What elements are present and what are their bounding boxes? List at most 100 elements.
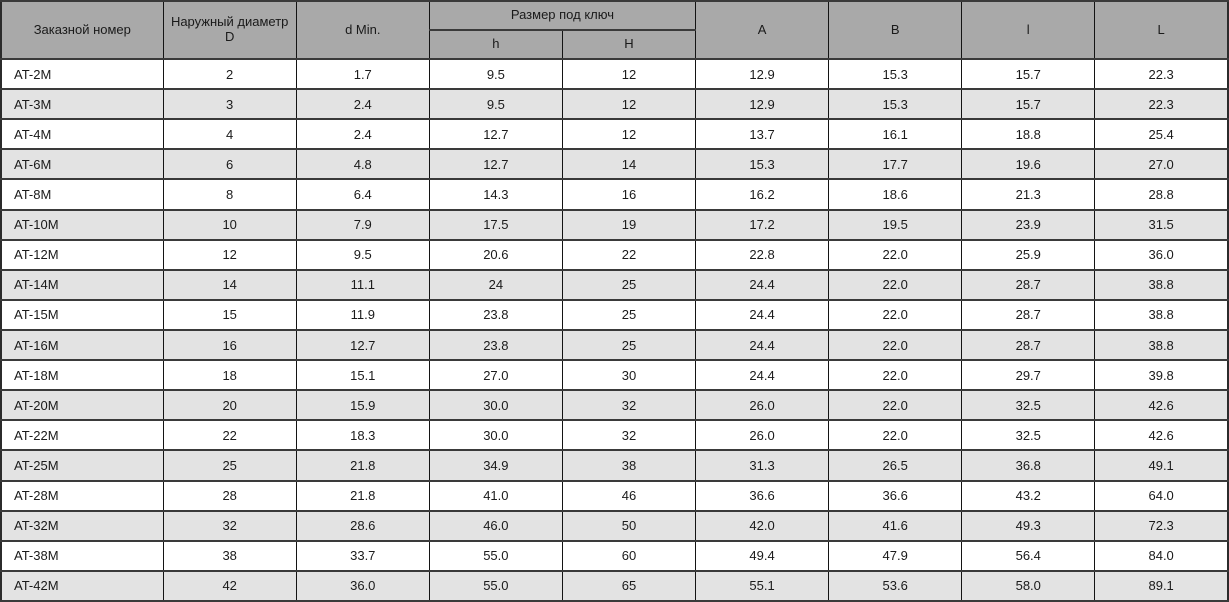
header-d-min: d Min. xyxy=(295,0,430,60)
cell-value: 41.6 xyxy=(828,509,963,542)
cell-value: 29.7 xyxy=(961,359,1096,392)
cell-value: 36.6 xyxy=(695,479,830,512)
cell-value: 3 xyxy=(162,88,297,121)
cell-value: 30.0 xyxy=(428,419,563,452)
cell-value: 25.9 xyxy=(961,238,1096,271)
cell-value: 36.0 xyxy=(1094,238,1229,271)
cell-value: 7.9 xyxy=(295,208,430,241)
cell-value: 55.1 xyxy=(695,569,830,602)
table-row: AT-28M 28 21.8 41.0 46 36.6 36.6 43.2 64.0 xyxy=(0,479,1229,512)
cell-order-number: AT-14M xyxy=(0,268,164,301)
cell-value: 19.5 xyxy=(828,208,963,241)
cell-value: 1.7 xyxy=(295,57,430,91)
table-row: AT-3M 3 2.4 9.5 12 12.9 15.3 15.7 22.3 xyxy=(0,88,1229,121)
cell-value: 32 xyxy=(561,389,697,422)
cell-value: 12.7 xyxy=(428,148,563,181)
cell-value: 50 xyxy=(561,509,697,542)
cell-value: 64.0 xyxy=(1094,479,1229,512)
cell-value: 38 xyxy=(561,449,697,482)
cell-value: 49.1 xyxy=(1094,449,1229,482)
cell-value: 41.0 xyxy=(428,479,563,512)
cell-value: 34.9 xyxy=(428,449,563,482)
cell-value: 24.4 xyxy=(695,298,830,331)
cell-value: 16 xyxy=(162,328,297,362)
cell-value: 26.0 xyxy=(695,389,830,422)
cell-value: 16 xyxy=(561,178,697,211)
cell-value: 38.8 xyxy=(1094,298,1229,331)
cell-value: 31.5 xyxy=(1094,208,1229,241)
cell-value: 39.8 xyxy=(1094,359,1229,392)
cell-value: 28.8 xyxy=(1094,178,1229,211)
cell-value: 33.7 xyxy=(295,539,430,572)
cell-order-number: AT-32M xyxy=(0,509,164,542)
cell-value: 20 xyxy=(162,389,297,422)
cell-value: 21.8 xyxy=(295,479,430,512)
cell-value: 38.8 xyxy=(1094,328,1229,362)
cell-value: 12 xyxy=(162,238,297,271)
cell-value: 72.3 xyxy=(1094,509,1229,542)
cell-value: 22.0 xyxy=(828,268,963,301)
cell-value: 60 xyxy=(561,539,697,572)
cell-value: 32.5 xyxy=(961,419,1096,452)
cell-value: 19 xyxy=(561,208,697,241)
cell-value: 36.0 xyxy=(295,569,430,602)
cell-value: 32 xyxy=(561,419,697,452)
cell-value: 23.8 xyxy=(428,328,563,362)
cell-value: 14 xyxy=(162,268,297,301)
cell-value: 10 xyxy=(162,208,297,241)
cell-value: 24.4 xyxy=(695,359,830,392)
table-row: AT-25M 25 21.8 34.9 38 31.3 26.5 36.8 49.1 xyxy=(0,449,1229,482)
table-row: AT-20M 20 15.9 30.0 32 26.0 22.0 32.5 42.6 xyxy=(0,389,1229,422)
cell-order-number: AT-42M xyxy=(0,569,164,602)
cell-value: 22.0 xyxy=(828,298,963,331)
cell-value: 25.4 xyxy=(1094,118,1229,151)
cell-order-number: AT-6M xyxy=(0,148,164,181)
cell-value: 15.3 xyxy=(695,148,830,181)
cell-order-number: AT-8M xyxy=(0,178,164,211)
cell-value: 17.7 xyxy=(828,148,963,181)
cell-order-number: AT-38M xyxy=(0,539,164,572)
cell-value: 32.5 xyxy=(961,389,1096,422)
cell-value: 24.4 xyxy=(695,268,830,301)
table-row: AT-22M 22 18.3 30.0 32 26.0 22.0 32.5 42.6 xyxy=(0,419,1229,452)
cell-value: 15.7 xyxy=(961,57,1096,91)
cell-value: 12 xyxy=(561,57,697,91)
table-row: AT-15M 15 11.9 23.8 25 24.4 22.0 28.7 38.8 xyxy=(0,298,1229,331)
table-row: AT-16M 16 12.7 23.8 25 24.4 22.0 28.7 38.8 xyxy=(0,328,1229,362)
cell-value: 38 xyxy=(162,539,297,572)
cell-value: 49.4 xyxy=(695,539,830,572)
cell-value: 58.0 xyxy=(961,569,1096,602)
cell-value: 65 xyxy=(561,569,697,602)
cell-value: 9.5 xyxy=(295,238,430,271)
cell-order-number: AT-20M xyxy=(0,389,164,422)
cell-value: 25 xyxy=(561,268,697,301)
cell-value: 25 xyxy=(561,328,697,362)
header-outer-diameter: Наружный диаметр D xyxy=(162,0,297,60)
cell-value: 22.0 xyxy=(828,419,963,452)
cell-value: 21.3 xyxy=(961,178,1096,211)
cell-value: 31.3 xyxy=(695,449,830,482)
cell-value: 23.8 xyxy=(428,298,563,331)
header-l-small: l xyxy=(961,0,1096,60)
cell-order-number: AT-18M xyxy=(0,359,164,392)
cell-value: 28.7 xyxy=(961,328,1096,362)
cell-order-number: AT-25M xyxy=(0,449,164,482)
cell-value: 11.1 xyxy=(295,268,430,301)
cell-value: 12.7 xyxy=(295,328,430,362)
cell-value: 22.0 xyxy=(828,328,963,362)
cell-value: 4 xyxy=(162,118,297,151)
cell-value: 27.0 xyxy=(1094,148,1229,181)
cell-value: 49.3 xyxy=(961,509,1096,542)
cell-value: 12 xyxy=(561,118,697,151)
cell-value: 53.6 xyxy=(828,569,963,602)
cell-value: 6.4 xyxy=(295,178,430,211)
cell-value: 42 xyxy=(162,569,297,602)
cell-value: 28.7 xyxy=(961,298,1096,331)
header-l-big: L xyxy=(1094,0,1229,60)
cell-value: 30 xyxy=(561,359,697,392)
cell-value: 15.7 xyxy=(961,88,1096,121)
cell-value: 56.4 xyxy=(961,539,1096,572)
cell-value: 23.9 xyxy=(961,208,1096,241)
cell-value: 12.9 xyxy=(695,88,830,121)
